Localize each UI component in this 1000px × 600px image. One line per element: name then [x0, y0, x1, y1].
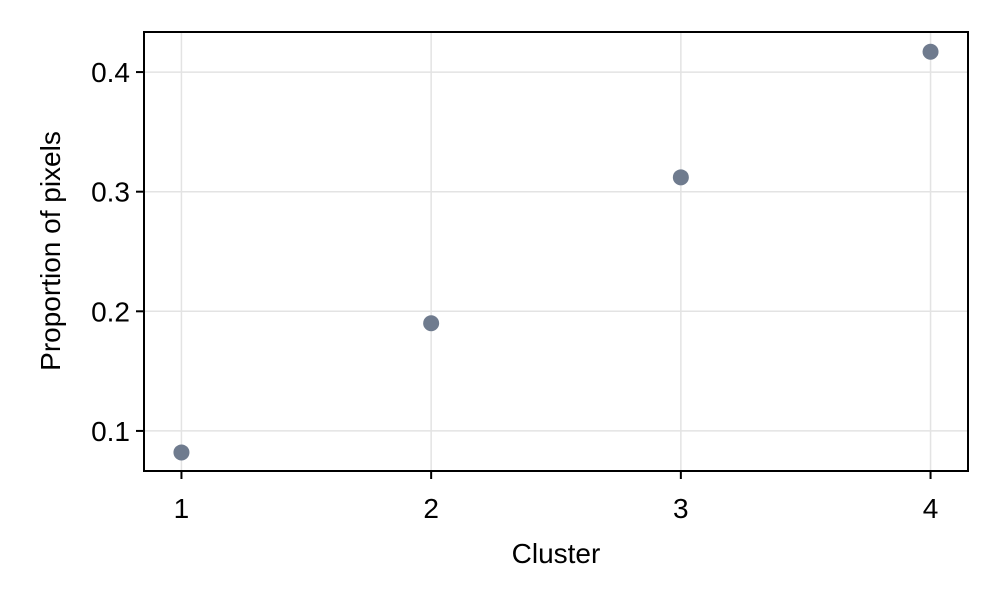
x-tick-label: 1	[174, 493, 190, 524]
x-tick-label: 2	[423, 493, 439, 524]
grid-lines	[144, 32, 968, 471]
y-tick-label: 0.2	[91, 296, 130, 327]
data-points	[173, 43, 939, 461]
y-tick-label: 0.1	[91, 416, 130, 447]
data-point	[173, 444, 190, 461]
data-point	[922, 43, 939, 60]
y-tick-label: 0.4	[91, 57, 130, 88]
data-point	[672, 169, 689, 186]
axis-ticks	[136, 71, 932, 479]
y-axis-title: Proportion of pixels	[35, 131, 66, 371]
data-point	[423, 315, 440, 332]
x-axis-title: Cluster	[512, 538, 601, 569]
x-tick-label: 3	[673, 493, 689, 524]
tick-labels: 1 2 3 4 0.1 0.2 0.3 0.4	[91, 57, 938, 524]
y-tick-label: 0.3	[91, 177, 130, 208]
x-tick-label: 4	[923, 493, 939, 524]
plot-frame	[143, 31, 969, 472]
